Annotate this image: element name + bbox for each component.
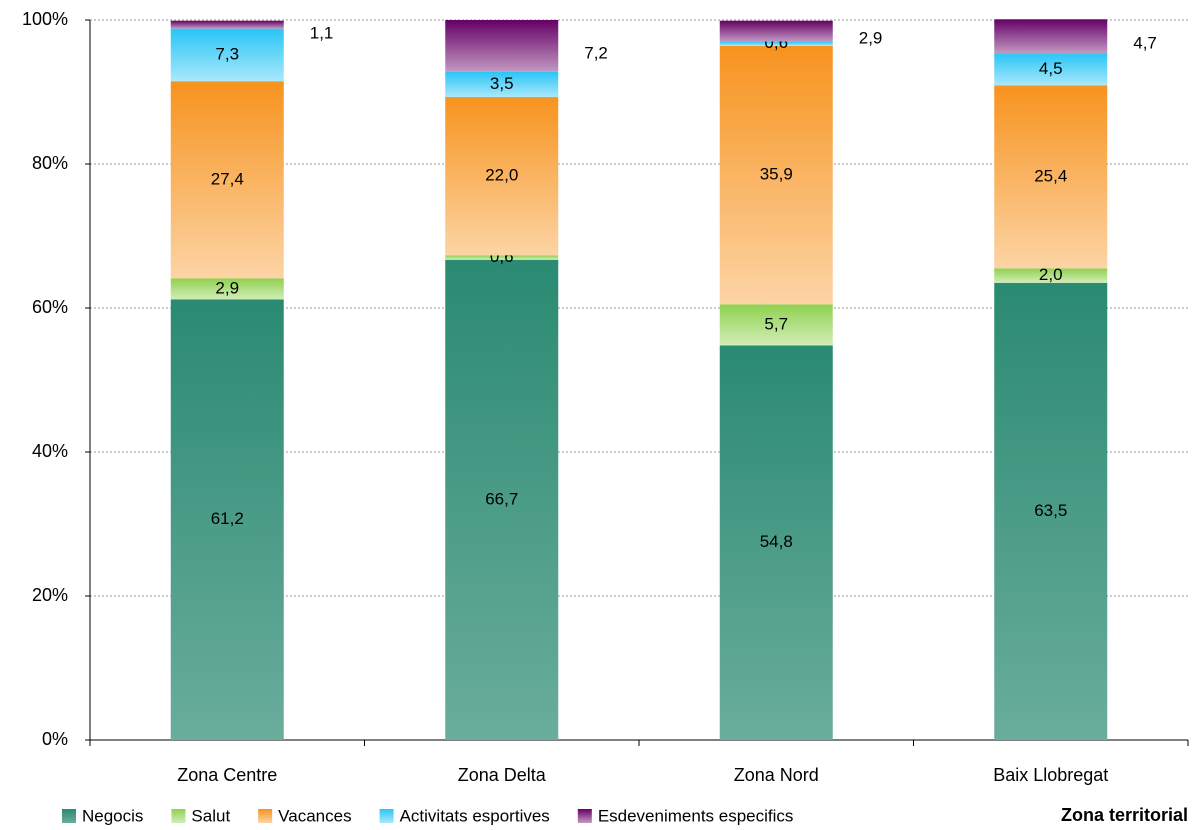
data-label: 35,9	[760, 165, 793, 184]
data-label: 7,3	[215, 44, 239, 63]
x-tick-label: Zona Delta	[458, 765, 547, 785]
legend-swatch	[577, 809, 592, 823]
bar-segment	[170, 81, 284, 279]
y-tick-label: 40%	[32, 441, 68, 461]
data-label: 27,4	[211, 169, 244, 188]
x-tick-label: Zona Centre	[177, 765, 277, 785]
data-label: 3,5	[490, 74, 514, 93]
legend-label: Esdeveniments especifics	[598, 806, 794, 825]
data-label: 7,2	[584, 43, 608, 62]
bar-segment	[994, 19, 1108, 54]
bar-segment	[719, 20, 833, 42]
x-tick-label: Baix Llobregat	[993, 765, 1108, 785]
bar-segment	[719, 45, 833, 305]
y-tick-label: 20%	[32, 585, 68, 605]
legend-swatch	[171, 809, 186, 823]
bar-segment	[445, 20, 559, 72]
bar-segment	[719, 304, 833, 346]
bar-segment	[170, 28, 284, 82]
data-label: 54,8	[760, 532, 793, 551]
data-label: 22,0	[485, 166, 518, 185]
bar-segment	[445, 259, 559, 740]
data-label: 2,9	[859, 29, 883, 48]
y-tick-label: 80%	[32, 153, 68, 173]
legend-label: Activitats esportives	[400, 806, 550, 825]
legend-label: Salut	[191, 806, 230, 825]
data-label: 4,5	[1039, 59, 1063, 78]
data-label: 4,7	[1133, 34, 1157, 53]
bar-segment	[719, 345, 833, 740]
legend-label: Negocis	[82, 806, 143, 825]
data-label: 25,4	[1034, 166, 1067, 185]
y-tick-label: 100%	[22, 9, 68, 29]
legend-swatch	[379, 809, 394, 823]
data-label: 2,0	[1039, 265, 1063, 284]
data-label: 5,7	[764, 314, 788, 333]
data-label: 66,7	[485, 489, 518, 508]
y-tick-label: 60%	[32, 297, 68, 317]
data-label: 2,9	[215, 278, 239, 297]
x-axis-title: Zona territorial	[1061, 805, 1188, 825]
bar-segment	[170, 278, 284, 300]
bar-segment	[445, 97, 559, 256]
x-tick-label: Zona Nord	[734, 765, 819, 785]
bar-segment	[445, 255, 559, 260]
bar-segment	[719, 41, 833, 46]
bar-segment	[445, 71, 559, 98]
data-label: 63,5	[1034, 501, 1067, 520]
legend-swatch	[62, 809, 76, 823]
bar-segment	[994, 268, 1108, 283]
bar-segment	[994, 85, 1108, 269]
y-tick-label: 0%	[42, 729, 68, 749]
legend-label: Vacances	[278, 806, 351, 825]
bar-segment	[994, 53, 1108, 86]
bar-segment	[170, 20, 284, 29]
legend-swatch	[258, 809, 273, 823]
bar-segment	[170, 299, 284, 740]
data-label: 1,1	[310, 23, 334, 42]
bar-segment	[994, 282, 1108, 740]
data-label: 61,2	[211, 509, 244, 528]
